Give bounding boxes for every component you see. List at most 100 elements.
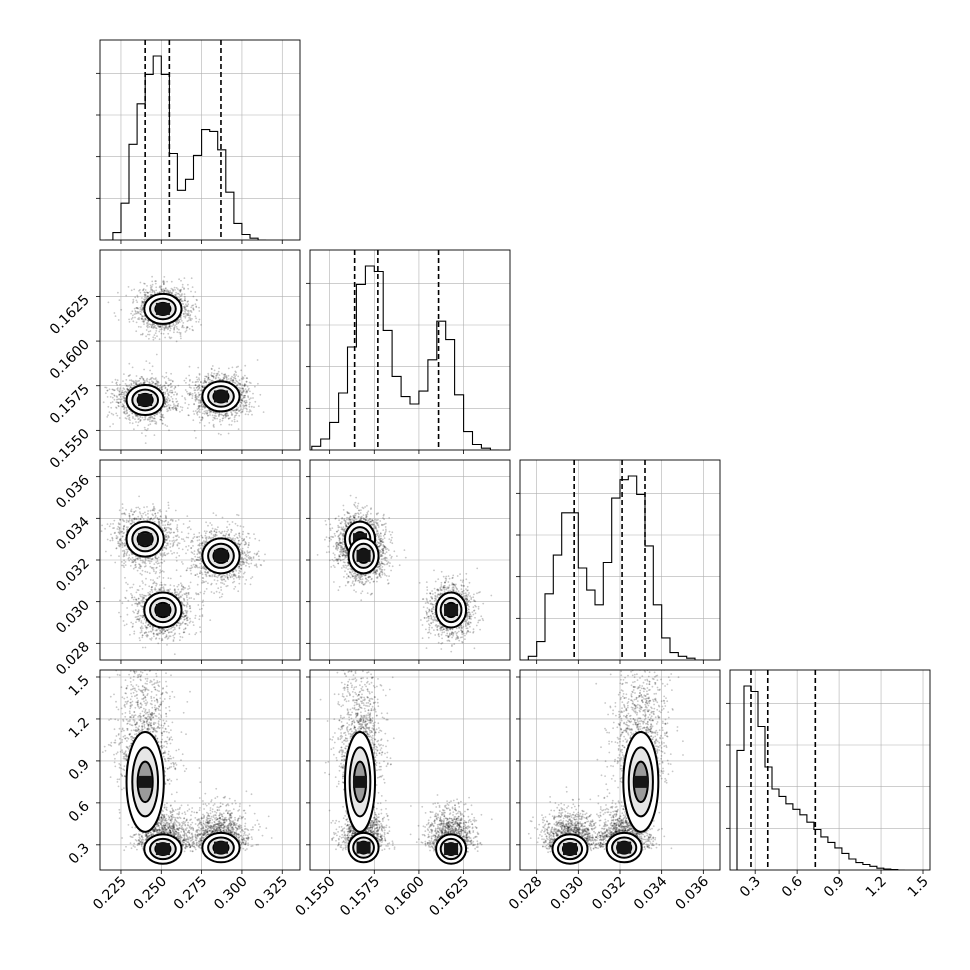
sample-point — [150, 377, 153, 380]
sample-point — [144, 418, 147, 421]
sample-point — [166, 404, 169, 407]
sample-point — [141, 636, 144, 639]
sample-point — [198, 404, 201, 407]
sample-point — [159, 328, 162, 331]
sample-point — [126, 387, 129, 390]
sample-point — [141, 318, 144, 321]
sample-point — [162, 385, 165, 388]
sample-point — [169, 329, 172, 332]
sample-point — [224, 414, 226, 416]
sample-point — [195, 393, 197, 396]
sample-point — [189, 310, 191, 312]
sample-point — [127, 388, 130, 391]
sample-point — [185, 592, 188, 594]
sample-point — [121, 391, 124, 394]
sample-point — [179, 295, 182, 298]
sample-point — [145, 595, 148, 597]
sample-point — [160, 332, 163, 335]
sample-point — [132, 622, 134, 625]
sample-point — [135, 375, 138, 377]
sample-point — [138, 601, 140, 604]
sample-point — [192, 621, 194, 623]
sample-point — [183, 295, 186, 298]
sample-point — [171, 291, 174, 294]
sample-point — [180, 318, 182, 321]
sample-point — [184, 618, 186, 621]
sample-point — [181, 395, 184, 398]
sample-point — [135, 383, 138, 386]
sample-point — [187, 319, 190, 322]
sample-point — [142, 289, 145, 291]
sample-point — [210, 374, 213, 377]
sample-point — [145, 634, 148, 637]
sample-point — [169, 409, 172, 411]
sample-point — [210, 374, 213, 376]
sample-point — [122, 405, 124, 408]
sample-point — [166, 388, 169, 391]
sample-point — [205, 410, 207, 412]
sample-point — [155, 353, 158, 356]
sample-point — [127, 385, 129, 388]
sample-point — [181, 587, 184, 590]
sample-point — [170, 391, 173, 394]
sample-point — [136, 310, 139, 313]
sample-point — [244, 394, 247, 397]
sample-point — [231, 379, 234, 382]
sample-point — [128, 388, 131, 390]
sample-point — [231, 366, 234, 369]
sample-point — [246, 377, 249, 380]
sample-point — [226, 378, 228, 381]
sample-point — [126, 607, 128, 609]
sample-point — [165, 629, 168, 631]
sample-point — [185, 309, 188, 312]
sample-point — [140, 629, 143, 632]
sample-point — [153, 334, 156, 336]
sample-point — [150, 637, 153, 639]
sample-point — [141, 333, 144, 336]
sample-point — [135, 312, 137, 315]
panel-content — [310, 250, 510, 450]
sample-point — [242, 387, 245, 390]
sample-point — [192, 304, 195, 307]
sample-point — [186, 603, 189, 606]
sample-point — [113, 398, 116, 401]
sample-point — [131, 412, 134, 415]
sample-point — [128, 374, 131, 377]
sample-point — [151, 289, 154, 292]
sample-point — [213, 414, 216, 417]
sample-point — [203, 380, 206, 383]
sample-point — [236, 409, 239, 411]
sample-point — [141, 605, 144, 608]
sample-point — [221, 378, 224, 381]
sample-point — [178, 624, 181, 627]
sample-point — [123, 396, 125, 398]
sample-point — [217, 432, 220, 435]
sample-point — [166, 328, 169, 331]
sample-point — [180, 585, 183, 587]
sample-point — [144, 415, 147, 418]
sample-point — [144, 416, 147, 419]
sample-point — [149, 417, 152, 420]
sample-point — [201, 416, 204, 419]
sample-point — [222, 417, 225, 419]
sample-point — [118, 394, 120, 396]
sample-point — [143, 632, 146, 634]
sample-point — [175, 408, 178, 411]
sample-point — [159, 410, 162, 412]
sample-point — [222, 376, 225, 379]
sample-point — [197, 380, 199, 383]
sample-point — [230, 414, 233, 416]
sample-point — [167, 385, 170, 387]
sample-point — [149, 593, 151, 596]
sample-point — [197, 366, 200, 369]
sample-point — [249, 401, 251, 404]
sample-point — [238, 414, 241, 417]
sample-point — [185, 605, 188, 608]
sample-point — [168, 291, 171, 294]
sample-point — [218, 367, 221, 370]
sample-point — [149, 423, 152, 426]
sample-point — [140, 625, 143, 628]
sample-point — [227, 378, 230, 380]
sample-point — [134, 310, 137, 312]
sample-point — [136, 307, 139, 309]
